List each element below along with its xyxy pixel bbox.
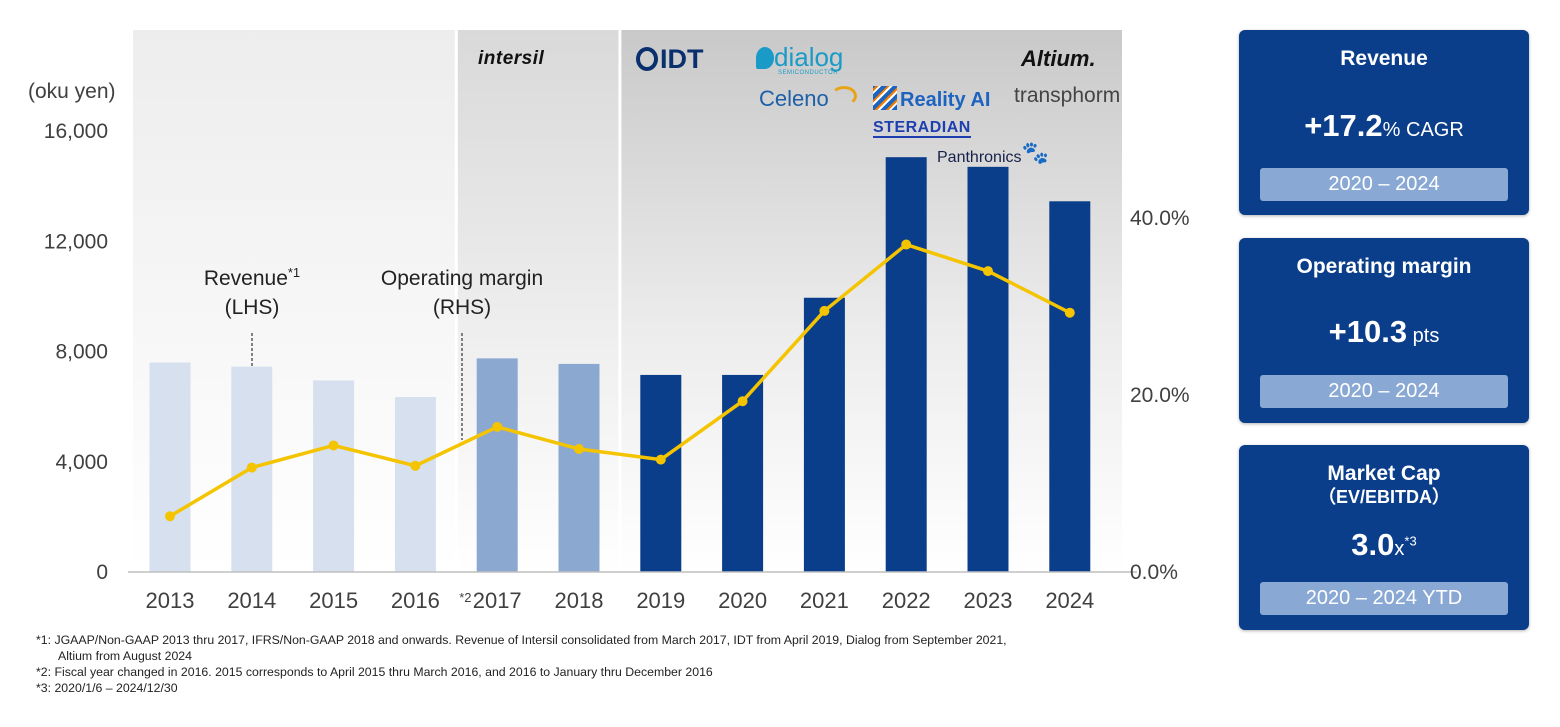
celeno-logo: Celeno — [759, 86, 857, 112]
y-left-tick-label: 0 — [96, 561, 108, 584]
revenue-bar-2019 — [640, 374, 682, 572]
revenue-bar-2016 — [394, 396, 436, 572]
kpi-card-operating-margin: Operating margin +10.3 pts 2020 – 2024 — [1239, 238, 1529, 423]
steradian-logo: STERADIAN — [873, 119, 971, 138]
revenue-bar-2020 — [722, 374, 764, 572]
footnote-1: *1: JGAAP/Non-GAAP 2013 thru 2017, IFRS/… — [36, 633, 1007, 647]
kpi-value: +17.2% CAGR — [1304, 108, 1464, 143]
paw-icon: 🐾 — [1021, 140, 1049, 165]
margin-annotation: Operating margin — [381, 267, 543, 290]
x-tick-label-2020: 2020 — [718, 588, 767, 613]
operating-margin-point-2020 — [737, 396, 748, 407]
operating-margin-point-2019 — [655, 454, 666, 465]
operating-margin-point-2014 — [246, 462, 257, 473]
revenue-bar-2023 — [967, 166, 1009, 573]
y-left-tick-label: 16,000 — [44, 120, 108, 143]
reality-ai-logo: Reality AI — [873, 86, 990, 112]
transphorm-logo: transphorm — [1014, 84, 1121, 107]
operating-margin-point-2024 — [1064, 307, 1075, 318]
kpi-title: Operating margin — [1296, 255, 1472, 278]
revenue-bar-2013 — [149, 362, 191, 572]
kpi-title: Revenue — [1340, 47, 1428, 70]
x-tick-label-2023: 2023 — [964, 588, 1013, 613]
revenue-bar-2017 — [476, 358, 518, 572]
revenue-annotation-lhs: (LHS) — [225, 296, 280, 319]
revenue-annotation: Revenue*1 — [204, 265, 300, 290]
y-left-tick-label: 4,000 — [55, 451, 108, 474]
celeno-swoosh-icon — [830, 86, 857, 106]
y-left-axis-label: (oku yen) — [28, 80, 116, 103]
operating-margin-point-2013 — [165, 511, 175, 522]
kpi-subtitle: （EV/EBITDA） — [1317, 487, 1450, 507]
kpi-title: Market Cap — [1327, 462, 1441, 485]
kpi-period: 2020 – 2024 — [1260, 168, 1508, 201]
y-left-tick-label: 8,000 — [55, 341, 108, 364]
y-right-tick-label: 0.0% — [1130, 561, 1178, 584]
reality-ai-mark-icon — [873, 86, 897, 110]
operating-margin-point-2017 — [492, 421, 503, 432]
operating-margin-point-2018 — [574, 443, 584, 454]
y-right-tick-label: 20.0% — [1130, 384, 1190, 407]
kpi-period: 2020 – 2024 YTD — [1260, 582, 1508, 615]
x-tick-label-2015: 2015 — [309, 588, 358, 613]
x-tick-label-2022: 2022 — [882, 588, 931, 613]
dialog-logo: dialog SEMICONDUCTOR — [756, 42, 843, 76]
x-tick-label-2013: 2013 — [146, 588, 195, 613]
revenue-annotation-footnote: *1 — [288, 265, 300, 280]
x-tick-label-2017: 2017 — [473, 588, 522, 613]
x-tick-label-2021: 2021 — [800, 588, 849, 613]
period-shading-3 — [621, 30, 1122, 572]
kpi-value: +10.3 pts — [1328, 314, 1440, 349]
footnote-1-continued: Altium from August 2024 — [58, 649, 192, 663]
x-tick-note: *2 — [459, 590, 471, 605]
kpi-value: 3.0x*3 — [1351, 527, 1417, 562]
operating-margin-point-2015 — [328, 440, 339, 451]
idt-logo: IDT — [636, 44, 704, 75]
operating-margin-line — [169, 242, 1071, 518]
operating-margin-point-2021 — [819, 305, 830, 316]
x-tick-label-2014: 2014 — [227, 588, 276, 613]
operating-margin-point-2016 — [410, 460, 421, 471]
footnotes: *1: JGAAP/Non-GAAP 2013 thru 2017, IFRS/… — [36, 632, 1136, 696]
operating-margin-point-2022 — [901, 239, 912, 250]
x-tick-label-2024: 2024 — [1045, 588, 1094, 613]
revenue-bar-2015 — [313, 380, 355, 572]
kpi-card-market-cap: Market Cap （EV/EBITDA） 3.0x*3 2020 – 202… — [1239, 445, 1529, 630]
x-tick-label-2016: 2016 — [391, 588, 440, 613]
margin-annotation-rhs: (RHS) — [433, 296, 491, 319]
panthronics-logo: Panthronics🐾 — [937, 140, 1049, 166]
y-left-tick-label: 12,000 — [44, 230, 108, 253]
footnote-3: *3: 2020/1/6 – 2024/12/30 — [36, 681, 178, 695]
idt-mark-icon — [636, 47, 658, 71]
revenue-bar-2018 — [558, 363, 600, 572]
revenue-bar-2022 — [885, 157, 927, 572]
x-tick-label-2019: 2019 — [636, 588, 685, 613]
intersil-logo: intersil — [478, 48, 545, 69]
x-tick-label-2018: 2018 — [555, 588, 604, 613]
revenue-bar-2024 — [1049, 201, 1091, 573]
kpi-card-revenue: Revenue +17.2% CAGR 2020 – 2024 — [1239, 30, 1529, 215]
operating-margin-point-2023 — [983, 266, 993, 277]
kpi-period: 2020 – 2024 — [1260, 375, 1508, 408]
revenue-bar-2021 — [803, 297, 845, 572]
combo-chart: 0 4,000 8,000 12,000 16,000 (oku yen) 0.0% 20.0… — [28, 30, 1190, 613]
dialog-mark-icon — [756, 47, 774, 69]
y-right-tick-label: 40.0% — [1130, 207, 1190, 230]
footnote-2: *2: Fiscal year changed in 2016. 2015 co… — [36, 665, 713, 679]
altium-logo: Altium. — [1021, 46, 1096, 71]
